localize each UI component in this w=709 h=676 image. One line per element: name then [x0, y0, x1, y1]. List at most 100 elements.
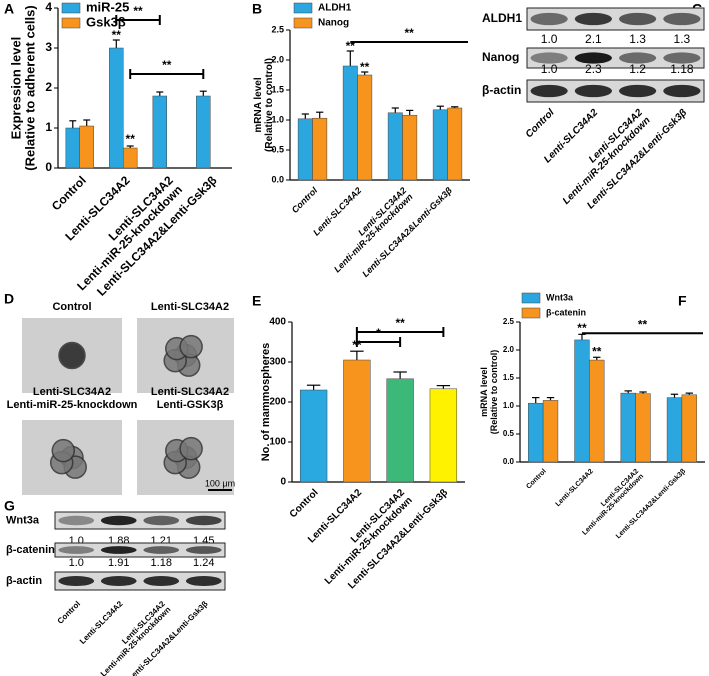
significance: ** — [126, 132, 136, 146]
micrograph-caption: Lenti-SLC34A2 Lenti-GSK3β — [150, 386, 230, 411]
blot-band — [619, 84, 657, 98]
y-tick-label: 1.5 — [503, 373, 515, 382]
significance: ** — [577, 321, 587, 335]
bar — [109, 47, 124, 169]
blot-row-label: β-actin — [482, 83, 521, 97]
y-tick-label: 0.5 — [271, 144, 284, 154]
sphere-cell — [179, 436, 203, 461]
bar — [620, 392, 636, 463]
blot-band — [58, 575, 95, 587]
legend-swatch — [61, 17, 81, 29]
blot-band — [663, 52, 701, 64]
bar — [342, 65, 358, 181]
blot-band — [100, 515, 137, 526]
blot-row-label: Nanog — [482, 50, 519, 64]
blot-quantification: 1.0 — [69, 557, 84, 569]
bar — [357, 74, 373, 181]
bar — [386, 378, 414, 483]
y-tick-label: 0 — [45, 160, 52, 174]
blot-row-label: β-catenin — [6, 544, 55, 556]
micrograph-caption: Lenti-SLC34A2 — [150, 301, 230, 313]
blot-quantification: 1.3 — [629, 32, 646, 46]
legend-label: miR-25 — [86, 0, 129, 14]
blot-band — [58, 546, 95, 554]
blot-quantification: 2.3 — [585, 62, 602, 76]
legend-label: Nanog — [318, 18, 349, 29]
significance: ** — [112, 28, 122, 42]
y-tick-label: 400 — [269, 317, 286, 328]
y-axis-label: No. of mammospheres — [259, 342, 272, 462]
y-tick-label: 3 — [45, 40, 52, 54]
sphere-cell — [51, 438, 76, 463]
y-tick-label: 2 — [45, 80, 52, 94]
blot-row-label: Wnt3a — [6, 514, 40, 526]
blot-quantification: 1.0 — [541, 62, 558, 76]
bar — [635, 393, 651, 463]
blot-band — [143, 515, 180, 526]
significance: ** — [360, 60, 370, 74]
bar — [79, 125, 94, 169]
bar — [196, 95, 211, 169]
bar — [542, 400, 559, 463]
significance: ** — [395, 316, 405, 330]
bar — [666, 397, 683, 463]
blot-band — [619, 12, 657, 26]
legend-label: ALDH1 — [318, 3, 352, 14]
micrograph-caption: Lenti-SLC34A2 Lenti-miR-25-knockdown — [6, 386, 138, 411]
bar — [343, 359, 371, 483]
significance: ** — [346, 39, 356, 53]
legend-swatch — [61, 2, 81, 14]
blot-quantification: 1.24 — [193, 557, 214, 569]
blot-row-label: ALDH1 — [482, 11, 522, 25]
sphere-cell — [58, 341, 86, 370]
significance: ** — [404, 26, 414, 40]
y-axis-label: mRNA level (Relative to control) — [253, 58, 275, 152]
bar — [312, 117, 328, 181]
panel-label: A — [4, 1, 14, 17]
significance: ** — [162, 58, 172, 72]
blot-band — [185, 575, 222, 587]
blot-strip — [526, 7, 705, 31]
legend-label: Wnt3a — [546, 292, 574, 302]
blot-quantification: 1.91 — [108, 557, 129, 569]
blot-band — [185, 515, 222, 526]
blot-band — [663, 12, 701, 26]
y-tick-label: 1.5 — [271, 84, 284, 94]
y-tick-label: 100 — [269, 437, 286, 448]
blot-quantification: 1.18 — [670, 62, 694, 76]
significance: ** — [592, 344, 602, 358]
significance: * — [376, 326, 381, 340]
panel-label: G — [4, 498, 15, 514]
bar — [299, 389, 328, 483]
legend-swatch — [521, 292, 541, 304]
bar — [681, 394, 697, 463]
y-tick-label: 200 — [269, 397, 286, 408]
blot-band — [574, 84, 612, 98]
bar — [402, 114, 418, 181]
blot-quantification: 1.18 — [151, 557, 172, 569]
blot-strip — [526, 79, 705, 103]
y-tick-label: 0.5 — [503, 429, 515, 438]
blot-strip — [54, 542, 226, 558]
blot-band — [574, 52, 612, 64]
panel-label: F — [678, 293, 687, 309]
legend-swatch — [521, 307, 541, 319]
blot-band — [574, 12, 612, 26]
significance: ** — [638, 317, 648, 331]
y-tick-label: 2.0 — [271, 54, 284, 64]
blot-band — [100, 546, 137, 554]
y-tick-label: 0.0 — [271, 174, 284, 184]
blot-band — [530, 84, 568, 98]
legend-swatch — [293, 17, 313, 29]
significance: ** — [133, 4, 143, 18]
bar — [432, 109, 448, 181]
y-tick-label: 300 — [269, 357, 286, 368]
bar — [297, 118, 313, 181]
sphere-cell — [179, 334, 203, 359]
scale-bar-label: 100 μm — [205, 478, 235, 488]
y-tick-label: 4 — [45, 0, 52, 14]
y-tick-label: 0.0 — [503, 457, 515, 466]
blot-band — [530, 52, 568, 64]
